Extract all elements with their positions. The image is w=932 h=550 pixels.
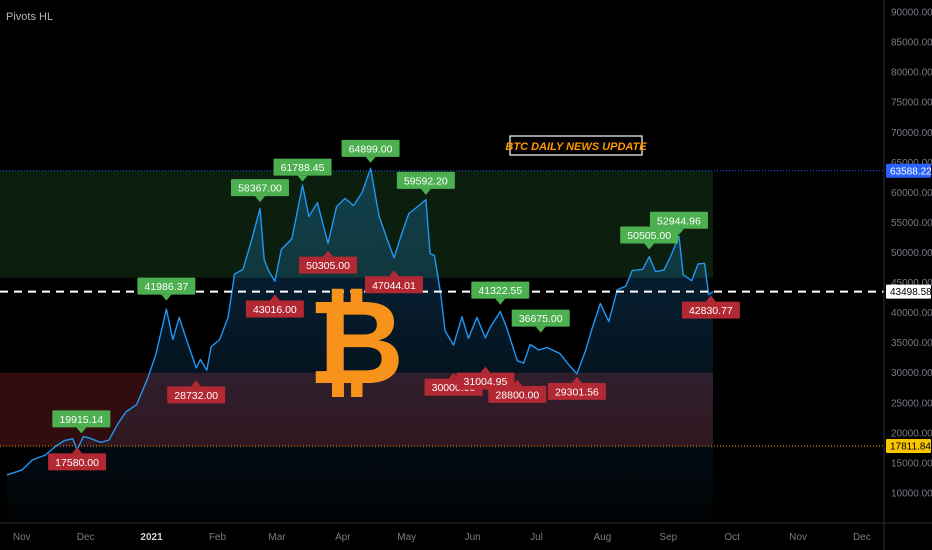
y-tick-label: 35000.00 — [891, 338, 932, 349]
news-banner-box — [509, 135, 643, 156]
pivot-value: 19915.14 — [59, 414, 103, 426]
x-tick-label: Apr — [335, 532, 351, 543]
y-tick-label: 60000.00 — [891, 188, 932, 199]
pivot-low-label: 50305.00 — [299, 250, 358, 274]
pivot-value: 42830.77 — [689, 305, 733, 317]
pivot-low-label: 28732.00 — [167, 380, 226, 404]
y-tick-label: 90000.00 — [891, 8, 932, 19]
x-tick-label: Feb — [209, 532, 227, 543]
y-tick-label: 75000.00 — [891, 98, 932, 109]
y-tick-label: 45000.00 — [891, 278, 932, 289]
x-tick-label: Jun — [465, 532, 481, 543]
y-tick-label: 15000.00 — [891, 458, 932, 469]
pivot-value: 61788.45 — [281, 162, 325, 174]
pivot-value: 28732.00 — [174, 390, 218, 402]
pivot-value: 31004.95 — [464, 376, 508, 388]
x-tick-label: Mar — [268, 532, 286, 543]
bitcoin-logo-icon: ₿ — [308, 277, 404, 409]
current-level-badge — [886, 284, 931, 299]
x-tick-label: Aug — [593, 532, 611, 543]
x-tick-label: Dec — [77, 532, 95, 543]
lower-level-badge — [886, 438, 931, 453]
x-tick-label: 2021 — [140, 532, 163, 543]
pivot-value: 41986.37 — [145, 281, 189, 293]
indicator-label[interactable]: Pivots HL — [6, 11, 54, 23]
pivot-value: 17580.00 — [55, 457, 99, 469]
pivot-value: 41322.55 — [478, 285, 522, 297]
y-tick-label: 85000.00 — [891, 38, 932, 49]
pivot-low-label: 42830.77 — [681, 295, 740, 319]
y-tick-label: 55000.00 — [891, 218, 932, 229]
y-tick-label: 30000.00 — [891, 368, 932, 379]
pivot-value: 64899.00 — [349, 143, 393, 155]
y-tick-label: 10000.00 — [891, 488, 932, 499]
pivot-high-label: 50505.00 — [620, 226, 679, 250]
x-tick-label: May — [397, 532, 416, 543]
pivot-value: 52944.96 — [657, 215, 701, 227]
x-tick-label: Oct — [724, 532, 740, 543]
pivot-value: 43016.00 — [253, 304, 297, 316]
price-line — [6, 167, 714, 476]
pivot-high-label: 59592.20 — [396, 171, 455, 195]
news-banner-text: BTC DAILY NEWS UPDATE — [505, 141, 647, 153]
pivot-high-label: 64899.00 — [341, 139, 400, 163]
pivot-high-label: 19915.14 — [52, 410, 111, 434]
pivot-value: 36675.00 — [519, 313, 563, 325]
pivot-high-label: 52944.96 — [649, 211, 708, 235]
pivot-low-label: 47044.01 — [364, 270, 423, 294]
lower-level-value: 17811.84 — [890, 441, 931, 452]
price-axis — [884, 0, 932, 550]
x-tick-label: Nov — [789, 532, 807, 543]
y-tick-label: 25000.00 — [891, 398, 932, 409]
pivot-high-label: 41322.55 — [471, 281, 530, 305]
x-tick-label: Jul — [530, 532, 543, 543]
pivot-high-label: 58367.00 — [230, 179, 289, 203]
upper-level-value: 63588.22 — [890, 166, 932, 177]
pivot-value: 47044.01 — [372, 280, 416, 292]
current-level-value: 43498.58 — [890, 287, 932, 298]
y-tick-label: 65000.00 — [891, 158, 932, 169]
pivot-value: 29301.56 — [555, 386, 599, 398]
y-tick-label: 50000.00 — [891, 248, 932, 259]
pivot-high-label: 41986.37 — [137, 277, 196, 301]
pivot-value: 50505.00 — [627, 230, 671, 242]
x-tick-label: Dec — [853, 532, 871, 543]
pivot-low-label: 28800.00 — [488, 379, 547, 403]
pivot-value: 59592.20 — [404, 175, 448, 187]
pivot-high-label: 61788.45 — [273, 158, 332, 182]
pivot-low-label: 31004.95 — [456, 366, 515, 390]
upper-level-badge — [886, 163, 931, 178]
pivot-value: 50305.00 — [306, 260, 350, 272]
pivot-low-label: 17580.00 — [48, 447, 107, 471]
pivot-high-label: 36675.00 — [511, 309, 570, 333]
x-tick-label: Sep — [659, 532, 677, 543]
y-tick-label: 40000.00 — [891, 308, 932, 319]
x-tick-label: Nov — [13, 532, 31, 543]
pivot-value: 58367.00 — [238, 183, 282, 195]
y-tick-label: 80000.00 — [891, 68, 932, 79]
pivot-low-label: 29301.56 — [547, 376, 606, 400]
pivot-low-label: 43016.00 — [245, 294, 304, 318]
pivot-value: 28800.00 — [495, 389, 539, 401]
y-tick-label: 20000.00 — [891, 428, 932, 439]
y-tick-label: 70000.00 — [891, 128, 932, 139]
price-area — [6, 168, 713, 524]
